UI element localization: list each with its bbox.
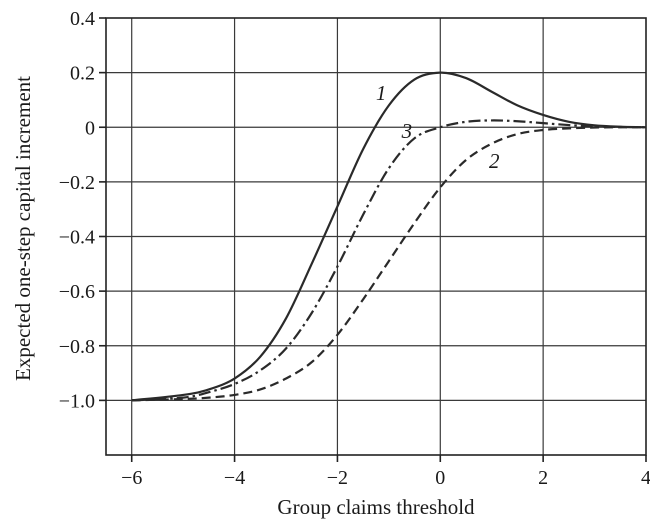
x-axis-title: Group claims threshold: [277, 495, 475, 519]
y-tick-label: 0.4: [70, 8, 95, 30]
series-line-1: [131, 71, 647, 402]
y-tick-label: 0.2: [70, 63, 95, 85]
y-tick-label: −1.0: [59, 390, 95, 412]
grid-lines: [106, 18, 646, 455]
x-tick-label: −4: [224, 467, 245, 489]
axis-ticks: [99, 17, 647, 462]
x-tick-label: 2: [538, 467, 548, 489]
y-tick-label: −0.6: [59, 281, 95, 303]
y-tick-label: 0: [85, 117, 95, 139]
x-tick-label: 4: [641, 467, 650, 489]
y-tick-label: −0.4: [59, 227, 95, 249]
x-tick-label: −6: [121, 467, 142, 489]
series-label-2: 2: [489, 149, 500, 173]
series-label-3: 3: [401, 119, 413, 143]
series-line-2: [131, 126, 647, 402]
y-axis-title: Expected one-step capital increment: [11, 76, 35, 381]
tick-labels: −6 −4 −2 0 2 4 0.4 0.2 0 −0.2 −0.4 −0.6 −0.8 −1.0: [59, 8, 650, 489]
y-tick-label: −0.2: [59, 172, 95, 194]
y-tick-label: −0.8: [59, 336, 95, 358]
x-tick-label: 0: [435, 467, 445, 489]
series-labels: 13 2: [376, 81, 500, 173]
x-tick-label: −2: [327, 467, 348, 489]
series-line-3: [131, 119, 647, 402]
series-label-1: 1: [376, 81, 387, 105]
series-lines: [131, 71, 647, 402]
